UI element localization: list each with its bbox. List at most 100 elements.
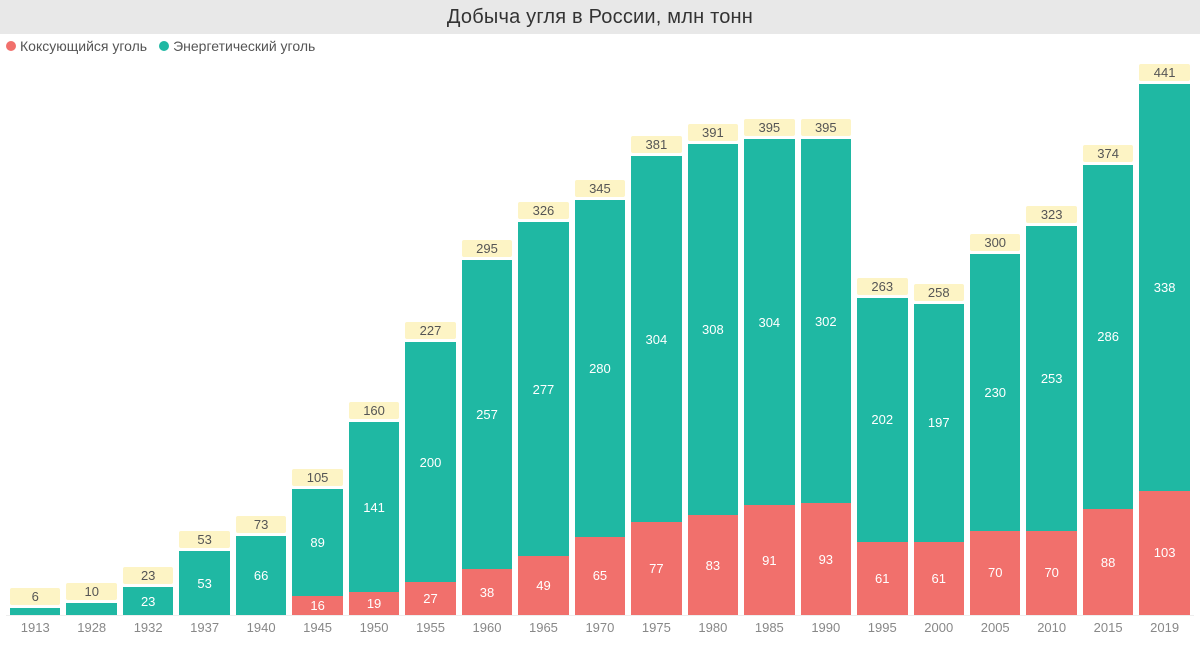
x-tick: 1913 (10, 620, 60, 635)
total-label: 395 (744, 119, 794, 136)
bar-segment-coking: 83 (688, 515, 738, 615)
x-tick: 2010 (1026, 620, 1076, 635)
bar-column: 258 19761 (914, 284, 964, 615)
x-tick: 1970 (575, 620, 625, 635)
total-label: 345 (575, 180, 625, 197)
x-tick: 1955 (405, 620, 455, 635)
bar-segment-thermal: 66 (236, 536, 286, 615)
x-axis: 1913192819321937194019451950195519601965… (6, 620, 1194, 635)
x-tick: 1975 (631, 620, 681, 635)
total-label: 227 (405, 322, 455, 339)
legend-swatch (6, 41, 16, 51)
bar-column: 10 (66, 583, 116, 615)
bar-segment-coking: 61 (914, 542, 964, 615)
bar-segment-thermal: 202 (857, 298, 907, 541)
legend-label: Энергетический уголь (173, 38, 315, 54)
bar-column: 38130477 (631, 136, 681, 615)
bar-segment-thermal: 302 (801, 139, 851, 503)
bar-segment-thermal: 197 (914, 304, 964, 541)
bar-segment-coking: 88 (1083, 509, 1133, 615)
total-label: 6 (10, 588, 60, 605)
bar-segment-thermal: 257 (462, 260, 512, 570)
legend-swatch (159, 41, 169, 51)
bar-column: 441 338103 (1139, 64, 1189, 615)
bar-segment-coking: 16 (292, 596, 342, 615)
bar-segment-thermal: 89 (292, 489, 342, 596)
bar-segment-coking: 49 (518, 556, 568, 615)
bar-segment-coking: 27 (405, 582, 455, 615)
bar-column: 300 23070 (970, 234, 1020, 615)
bar-segment-thermal (10, 608, 60, 615)
bar-segment-thermal: 141 (349, 422, 399, 592)
bar-segment-thermal: 308 (688, 144, 738, 515)
chart-title: Добыча угля в России, млн тонн (0, 0, 1200, 34)
bar-segment-thermal: 304 (744, 139, 794, 505)
bar-segment-thermal (66, 603, 116, 615)
total-label: 441 (1139, 64, 1189, 81)
bar-column: 391 30883 (688, 124, 738, 615)
bar-segment-coking: 65 (575, 537, 625, 615)
bar-column: 160 14119 (349, 402, 399, 615)
bar-segment-thermal: 277 (518, 222, 568, 556)
x-tick: 1995 (857, 620, 907, 635)
bar-segment-coking: 103 (1139, 491, 1189, 615)
bar-segment-thermal: 304 (631, 156, 681, 522)
bar-segment-coking: 70 (970, 531, 1020, 615)
legend-item: Энергетический уголь (159, 38, 315, 54)
bar-column: 105 8916 (292, 469, 342, 615)
bar-segment-thermal: 338 (1139, 84, 1189, 491)
bar-column: 32627749 (518, 202, 568, 615)
x-tick: 1932 (123, 620, 173, 635)
total-label: 10 (66, 583, 116, 600)
bar-column: 37428688 (1083, 145, 1133, 615)
bar-segment-thermal: 230 (970, 254, 1020, 531)
bar-column: 26320261 (857, 278, 907, 615)
x-tick: 1980 (688, 620, 738, 635)
x-tick: 2019 (1139, 620, 1189, 635)
bar-segment-thermal: 253 (1026, 226, 1076, 531)
bar-column: 2323 (123, 567, 173, 615)
total-label: 295 (462, 240, 512, 257)
chart-area: 6102323535373661058916160141192272002729… (0, 56, 1200, 635)
x-tick: 1950 (349, 620, 399, 635)
x-tick: 1945 (292, 620, 342, 635)
bar-column: 7366 (236, 516, 286, 615)
total-label: 73 (236, 516, 286, 533)
bar-segment-thermal: 286 (1083, 165, 1133, 509)
x-tick: 1960 (462, 620, 512, 635)
bar-segment-thermal: 280 (575, 200, 625, 537)
total-label: 23 (123, 567, 173, 584)
bar-column: 323 25370 (1026, 206, 1076, 615)
x-tick: 1937 (179, 620, 229, 635)
total-label: 258 (914, 284, 964, 301)
bar-segment-coking: 77 (631, 522, 681, 615)
total-label: 323 (1026, 206, 1076, 223)
bar-column: 5353 (179, 531, 229, 615)
bar-segment-coking: 70 (1026, 531, 1076, 615)
total-label: 53 (179, 531, 229, 548)
x-tick: 2000 (914, 620, 964, 635)
x-tick: 1928 (66, 620, 116, 635)
bar-segment-coking: 38 (462, 569, 512, 615)
x-tick: 2005 (970, 620, 1020, 635)
plot-area: 6102323535373661058916160141192272002729… (6, 56, 1194, 616)
x-tick: 1965 (518, 620, 568, 635)
bar-segment-coking: 19 (349, 592, 399, 615)
total-label: 160 (349, 402, 399, 419)
bar-segment-coking: 61 (857, 542, 907, 615)
bar-column: 227 20027 (405, 322, 455, 615)
x-tick: 1985 (744, 620, 794, 635)
bar-segment-thermal: 200 (405, 342, 455, 583)
bar-segment-coking: 93 (801, 503, 851, 615)
legend-label: Коксующийся уголь (20, 38, 147, 54)
total-label: 105 (292, 469, 342, 486)
total-label: 300 (970, 234, 1020, 251)
x-tick: 1990 (801, 620, 851, 635)
bar-segment-coking: 91 (744, 505, 794, 615)
bar-column: 295 25738 (462, 240, 512, 615)
bar-column: 395 30491 (744, 119, 794, 615)
x-tick: 2015 (1083, 620, 1133, 635)
total-label: 391 (688, 124, 738, 141)
bar-column: 39530293 (801, 119, 851, 615)
legend-item: Коксующийся уголь (6, 38, 147, 54)
